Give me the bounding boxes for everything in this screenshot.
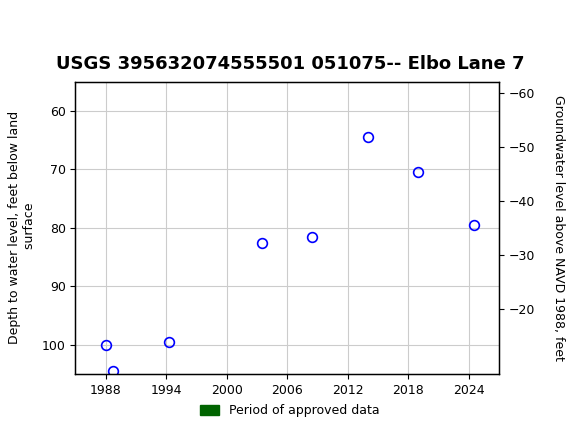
Y-axis label: Depth to water level, feet below land
 surface: Depth to water level, feet below land su… (8, 111, 36, 344)
Legend: Period of approved data: Period of approved data (195, 399, 385, 422)
Text: USGS 395632074555501 051075-- Elbo Lane 7: USGS 395632074555501 051075-- Elbo Lane … (56, 55, 524, 73)
Y-axis label: Groundwater level above NAVD 1988, feet: Groundwater level above NAVD 1988, feet (552, 95, 565, 361)
Text: ≋USGS: ≋USGS (6, 16, 64, 35)
